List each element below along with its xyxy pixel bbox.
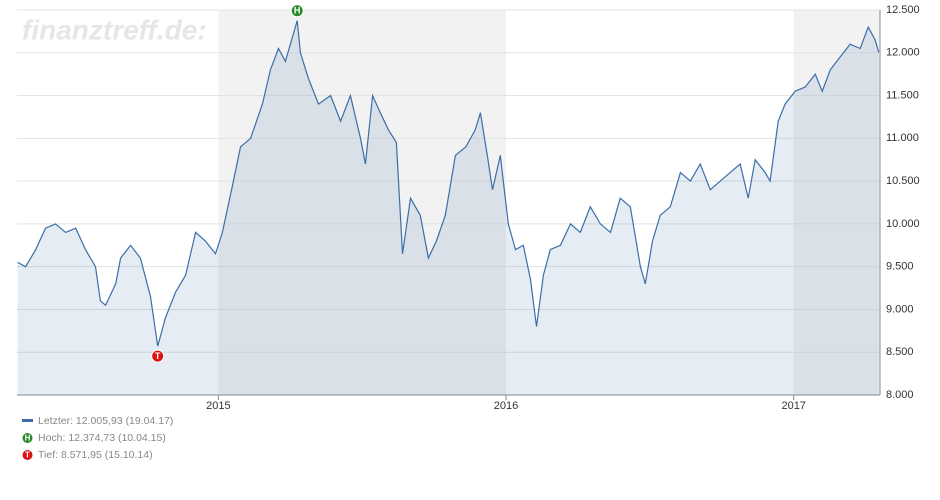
grid (17, 9, 880, 396)
marker-circle (290, 4, 304, 18)
y-tick-label: 11.000 (886, 132, 919, 144)
y-tick-label: 8.000 (886, 389, 914, 401)
x-tick-label: 2016 (494, 400, 518, 412)
marker-label: T (155, 351, 161, 361)
high-marker: H (290, 4, 304, 18)
y-tick-label: 9.000 (886, 303, 914, 315)
legend-label: Hoch: 12.374,73 (10.04.15) (38, 432, 166, 444)
line (17, 20, 880, 347)
marker-label: H (294, 6, 301, 16)
year-band (793, 10, 880, 395)
area (17, 20, 879, 395)
watermark: finanztreff.de: (22, 14, 207, 45)
x-tick-label: 2015 (206, 400, 230, 412)
y-tick-label: 8.500 (886, 346, 914, 358)
legend: Letzter: 12.005,93 (19.04.17) H Hoch: 12.3… (22, 415, 173, 461)
legend-icon-label: T (25, 451, 30, 460)
legend-icon (22, 450, 33, 460)
axes: 8.000 8.500 9.000 9.500 10.000 10.500 11.000 11… (17, 4, 920, 412)
marker-circle (151, 349, 165, 363)
y-tick-label: 10.500 (886, 175, 920, 187)
legend-label: Letzter: 12.005,93 (19.04.17) (38, 415, 173, 427)
year-bands (218, 10, 880, 395)
y-tick-label: 12.500 (886, 4, 920, 16)
legend-swatch (22, 419, 33, 422)
y-tick-label: 10.000 (886, 218, 920, 230)
legend-icon-label: H (25, 434, 31, 443)
low-marker: T (151, 349, 165, 363)
legend-icon (22, 433, 33, 443)
y-tick-label: 12.000 (886, 47, 920, 59)
plot: HT (17, 4, 880, 395)
x-tick-label: 2017 (781, 400, 805, 412)
y-tick-label: 9.500 (886, 261, 914, 273)
y-tick-label: 11.500 (886, 89, 919, 101)
legend-label: Tief: 8.571,95 (15.10.14) (38, 449, 153, 461)
year-band (218, 10, 507, 395)
